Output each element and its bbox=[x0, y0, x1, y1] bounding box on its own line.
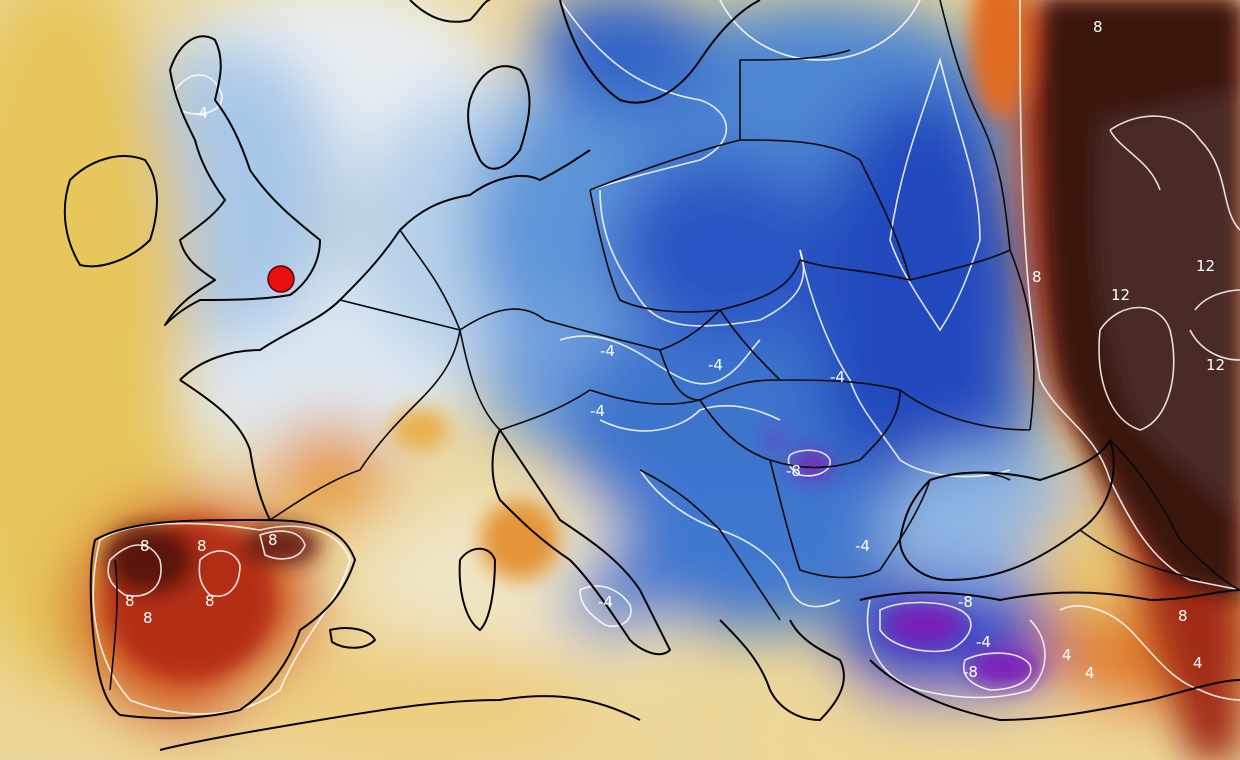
contour-label: -4 bbox=[193, 104, 208, 122]
contour-label: -4 bbox=[708, 356, 723, 374]
country-borders bbox=[63, 0, 1240, 751]
contour-label: 8 bbox=[143, 609, 153, 627]
contour-label: -8 bbox=[786, 462, 801, 480]
contour-label: 8 bbox=[205, 592, 215, 610]
contour-label: 8 bbox=[197, 537, 207, 555]
contour-label: 4 bbox=[1085, 664, 1095, 682]
contour-label: 8 bbox=[1032, 268, 1042, 286]
contour-label: 8 bbox=[125, 592, 135, 610]
contour-label: 12 bbox=[1206, 356, 1225, 374]
contour-label: 12 bbox=[1111, 286, 1130, 304]
contour-lines bbox=[92, 0, 1240, 715]
contour-label: -4 bbox=[598, 593, 613, 611]
contour-label: -8 bbox=[963, 663, 978, 681]
contour-label: 4 bbox=[1193, 654, 1203, 672]
location-marker[interactable] bbox=[267, 265, 295, 293]
contour-label: -4 bbox=[976, 633, 991, 651]
contour-label: -4 bbox=[590, 402, 605, 420]
contour-label: -8 bbox=[958, 593, 973, 611]
contour-label: 8 bbox=[1093, 18, 1103, 36]
contour-label: 8 bbox=[1178, 607, 1188, 625]
contour-label: 8 bbox=[140, 537, 150, 555]
contour-label: -4 bbox=[600, 342, 615, 360]
contour-label: -4 bbox=[855, 537, 870, 555]
contour-label: 12 bbox=[1196, 257, 1215, 275]
contour-labels: -4 -4 -4 -4 -4 -4 -4 -4 -8 -8 -8 8 8 8 8… bbox=[125, 18, 1225, 682]
contour-label: 4 bbox=[1062, 646, 1072, 664]
contour-label: -4 bbox=[830, 368, 845, 386]
contour-label: 8 bbox=[268, 531, 278, 549]
